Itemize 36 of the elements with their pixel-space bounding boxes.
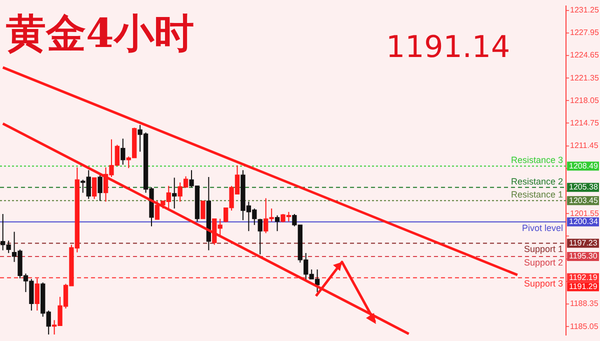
ref-line-label: Support 1 (524, 244, 563, 254)
text: 1208.49 (569, 161, 598, 170)
ref-line-label: Support 2 (524, 257, 563, 268)
candlestick (98, 174, 102, 202)
ref-line-label: Resistance 3 (510, 155, 563, 166)
candlestick (274, 214, 280, 232)
y-tick-label: 1227.95 (570, 28, 600, 38)
text: 1200.34 (569, 217, 598, 226)
annotation: 1191.14 (386, 30, 510, 65)
y-tick-label: 1221.35 (570, 73, 600, 82)
text: 1205.38 (569, 182, 598, 192)
text: 1203.45 (569, 196, 598, 205)
y-tick-label: 1185.05 (570, 322, 599, 331)
candlestick (172, 177, 177, 210)
candlestick (120, 138, 126, 166)
y-tick-label: 1188.35 (570, 299, 599, 308)
candlestick (200, 200, 206, 220)
ref-line-label: Pivot level (522, 222, 563, 233)
candlestick (92, 177, 97, 200)
y-tick-label: 1211.45 (570, 141, 599, 150)
text: 1195.30 (569, 252, 598, 261)
y-tick-label: 1224.65 (570, 50, 600, 60)
y-tick-label: 1201.55 (570, 208, 600, 218)
y-tick-label: 1231.25 (570, 5, 600, 14)
candlestick (258, 218, 262, 255)
ref-line-label: Resistance 2 (510, 176, 563, 186)
ref-line-label: Resistance 1 (510, 190, 563, 200)
ref-line-label: Support 3 (524, 278, 563, 289)
candlestick (34, 278, 40, 312)
candlestick (154, 200, 160, 220)
text: 1197.23 (569, 238, 598, 248)
text: 1192.19 (569, 272, 598, 282)
y-tick-label: 1214.75 (570, 118, 600, 128)
chart-title: 黄金4小时 (6, 9, 194, 59)
y-tick-label: 1218.05 (570, 96, 600, 105)
text: 1191.29 (569, 282, 598, 291)
